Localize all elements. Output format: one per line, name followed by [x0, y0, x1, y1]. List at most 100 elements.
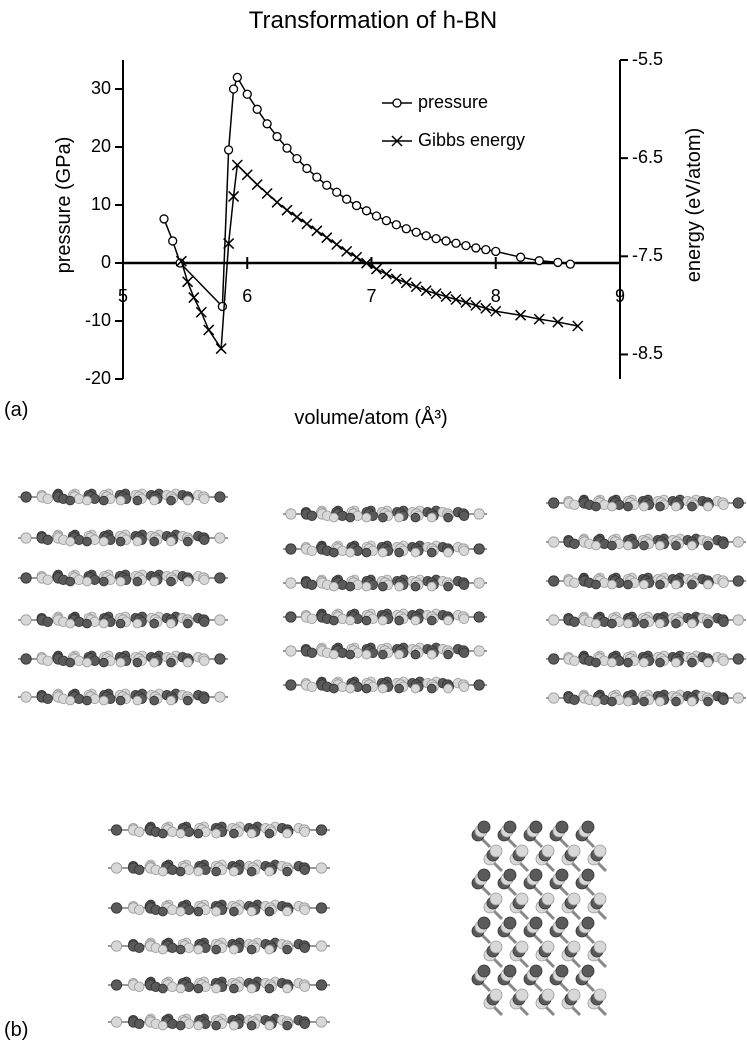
- atom: [361, 683, 372, 694]
- atom: [655, 696, 665, 707]
- atom: [394, 547, 404, 558]
- atom: [211, 1020, 221, 1031]
- legend-label: Gibbs energy: [418, 130, 525, 150]
- marker: [332, 187, 342, 197]
- atom: [569, 538, 580, 550]
- atom: [569, 616, 580, 628]
- atom: [229, 828, 239, 839]
- atom: [285, 645, 297, 657]
- atom: [299, 904, 310, 916]
- marker: [262, 119, 272, 129]
- atom: [581, 964, 595, 978]
- atom: [183, 695, 193, 706]
- atom: [477, 916, 491, 930]
- atom: [623, 540, 633, 551]
- atom: [639, 618, 649, 629]
- atom: [214, 653, 226, 665]
- atom: [718, 499, 729, 511]
- atom: [175, 866, 186, 877]
- atom: [529, 868, 543, 882]
- atom: [110, 902, 123, 914]
- atom: [345, 649, 356, 660]
- marker: [223, 238, 235, 250]
- marker: [292, 153, 302, 164]
- atom: [361, 649, 372, 660]
- atom: [183, 576, 193, 587]
- atom: [99, 618, 109, 629]
- atom: [183, 981, 195, 993]
- atom: [282, 906, 292, 917]
- atom: [73, 574, 85, 586]
- atom: [591, 618, 601, 629]
- atom: [282, 983, 292, 994]
- atom: [458, 681, 470, 693]
- atom: [378, 615, 388, 626]
- marker: [515, 252, 526, 262]
- marker: [252, 104, 262, 114]
- atom: [299, 826, 310, 838]
- y-tick-label: 10: [91, 194, 111, 214]
- atom: [671, 657, 681, 668]
- atom: [329, 547, 339, 558]
- atom: [529, 916, 543, 930]
- marker: [321, 232, 333, 244]
- atom: [581, 916, 595, 930]
- marker: [361, 206, 372, 216]
- atom: [149, 536, 160, 547]
- marker: [441, 236, 451, 246]
- atom: [183, 942, 195, 954]
- atom: [687, 657, 697, 668]
- atom: [623, 657, 633, 668]
- atom: [394, 512, 404, 523]
- atom: [193, 944, 204, 955]
- x-tick-label: 5: [118, 286, 128, 306]
- atom: [20, 614, 32, 626]
- atom: [541, 988, 555, 1002]
- atom: [548, 497, 560, 509]
- atom: [458, 579, 470, 591]
- marker: [168, 236, 178, 246]
- atom: [639, 657, 649, 668]
- atom: [473, 543, 485, 555]
- x-axis-label: volume/atom (Å³): [294, 406, 447, 429]
- atom: [149, 695, 160, 706]
- marker: [572, 320, 584, 332]
- atom: [132, 536, 143, 547]
- marker: [370, 263, 383, 275]
- atom: [132, 618, 143, 629]
- atom: [458, 647, 470, 659]
- atom: [591, 696, 601, 707]
- atom: [703, 696, 713, 707]
- atom: [199, 574, 210, 586]
- atom: [623, 501, 633, 512]
- atom: [569, 577, 580, 589]
- marker: [533, 313, 545, 325]
- atom: [285, 577, 297, 589]
- atom: [639, 501, 649, 512]
- marker: [420, 285, 432, 297]
- atom: [426, 581, 437, 592]
- marker: [480, 302, 492, 314]
- atom: [591, 540, 601, 551]
- atom: [175, 906, 186, 917]
- marker: [450, 293, 462, 306]
- atom: [732, 614, 744, 626]
- atom: [671, 618, 681, 629]
- atom: [132, 495, 143, 506]
- atom: [639, 540, 649, 551]
- atom: [110, 824, 123, 836]
- atom: [134, 942, 145, 954]
- atom: [443, 615, 453, 626]
- atom: [671, 579, 681, 590]
- atom: [477, 868, 491, 882]
- atom: [394, 581, 404, 592]
- atom: [671, 696, 681, 707]
- atom: [361, 615, 372, 626]
- atom: [329, 649, 339, 660]
- atom: [285, 679, 297, 691]
- atom: [593, 988, 607, 1002]
- atom: [515, 844, 529, 858]
- atom: [732, 653, 744, 665]
- atom: [410, 615, 421, 626]
